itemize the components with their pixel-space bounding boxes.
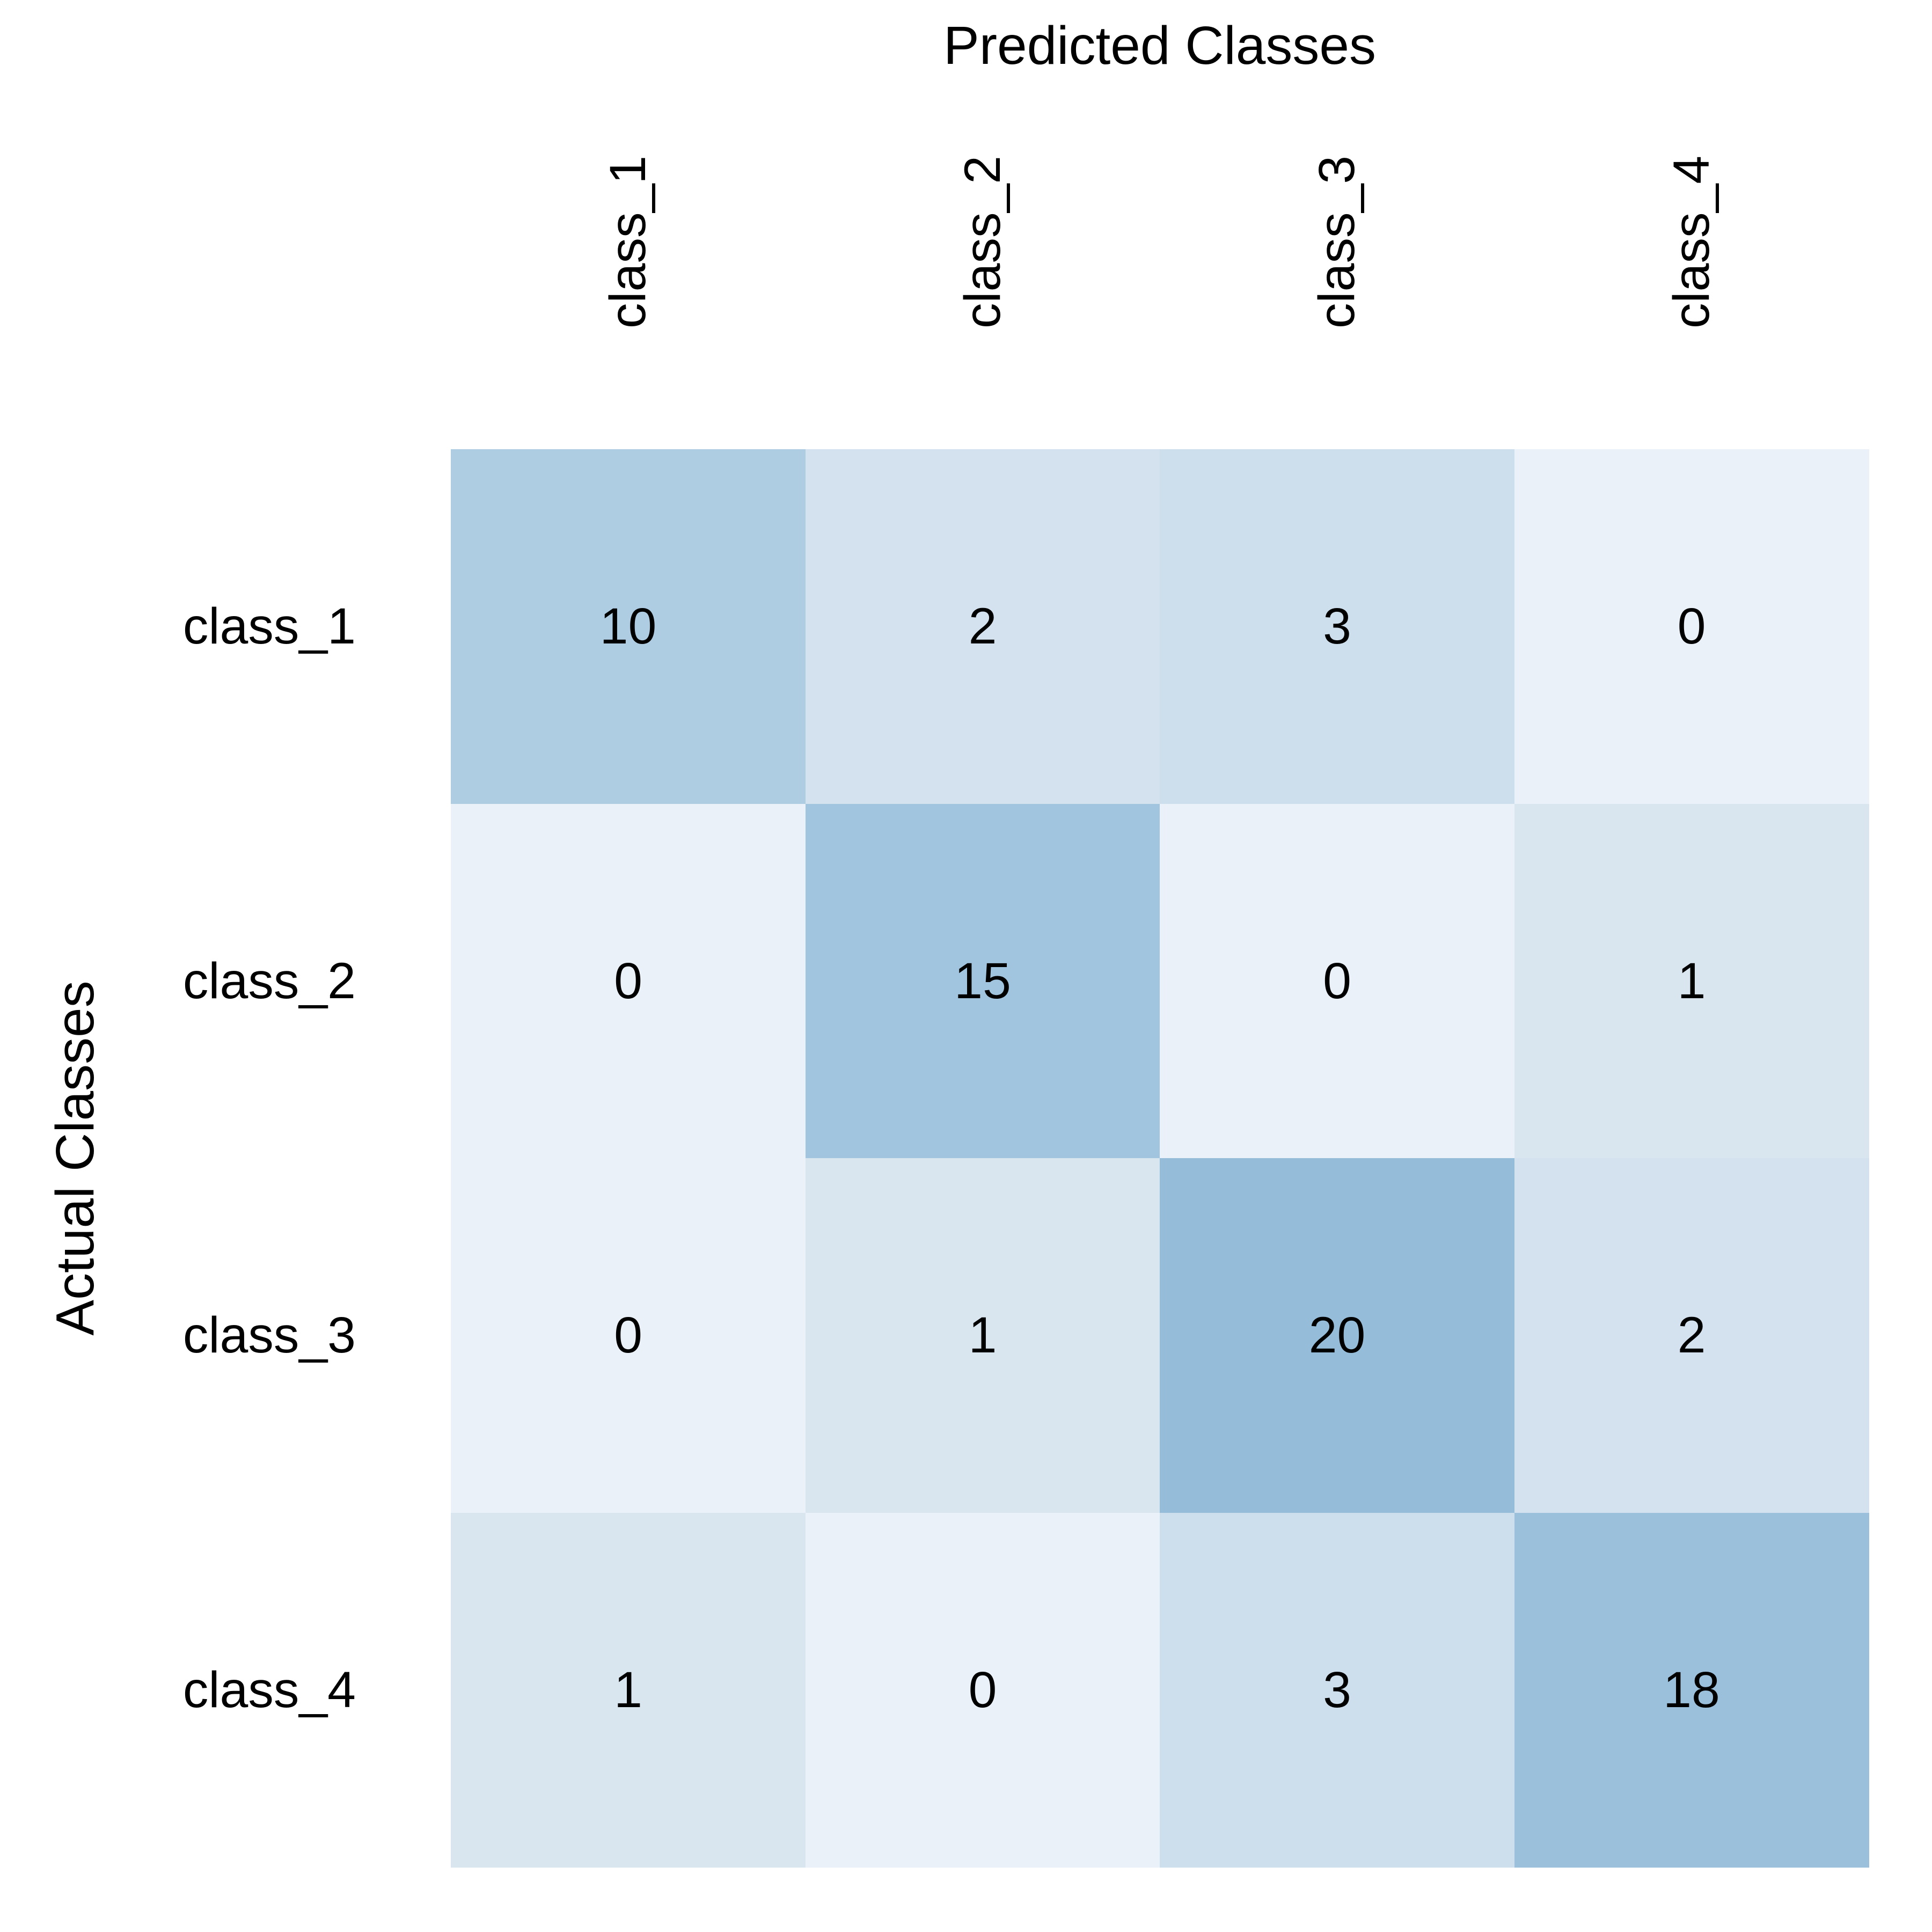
cell-class_1-class_4: 0 bbox=[1514, 449, 1869, 804]
cell-class_4-class_4: 18 bbox=[1514, 1512, 1869, 1868]
cell-class_2-class_2: 15 bbox=[805, 803, 1160, 1159]
col-label-class_2: class_2 bbox=[954, 87, 1011, 328]
cell-class_1-class_2: 2 bbox=[805, 449, 1160, 804]
cell-class_4-class_2: 0 bbox=[805, 1512, 1160, 1868]
col-label-class_4: class_4 bbox=[1663, 87, 1720, 328]
cell-class_3-class_4: 2 bbox=[1514, 1158, 1869, 1513]
cell-class_3-class_3: 20 bbox=[1160, 1158, 1514, 1513]
col-label-class_1: class_1 bbox=[599, 87, 657, 328]
cell-class_2-class_3: 0 bbox=[1160, 803, 1514, 1159]
y-axis-title: Actual Classes bbox=[45, 449, 105, 1867]
cell-class_2-class_4: 1 bbox=[1514, 803, 1869, 1159]
col-label-text: class_2 bbox=[954, 155, 1011, 328]
cell-class_3-class_2: 1 bbox=[805, 1158, 1160, 1513]
row-label-class_1: class_1 bbox=[182, 598, 356, 655]
col-label-text: class_4 bbox=[1663, 155, 1720, 328]
x-axis-title: Predicted Classes bbox=[943, 16, 1376, 76]
row-label-class_3: class_3 bbox=[182, 1307, 356, 1364]
col-label-text: class_1 bbox=[599, 155, 657, 328]
row-label-class_2: class_2 bbox=[182, 952, 356, 1009]
col-label-text: class_3 bbox=[1308, 155, 1366, 328]
cell-class_3-class_1: 0 bbox=[451, 1158, 806, 1513]
y-axis-title-text: Actual Classes bbox=[45, 980, 105, 1336]
row-label-class_4: class_4 bbox=[182, 1661, 356, 1718]
cell-class_1-class_3: 3 bbox=[1160, 449, 1514, 804]
col-label-class_3: class_3 bbox=[1308, 87, 1366, 328]
cell-class_1-class_1: 10 bbox=[451, 449, 806, 804]
cell-class_4-class_3: 3 bbox=[1160, 1512, 1514, 1868]
cell-class_4-class_1: 1 bbox=[451, 1512, 806, 1868]
cell-class_2-class_1: 0 bbox=[451, 803, 806, 1159]
